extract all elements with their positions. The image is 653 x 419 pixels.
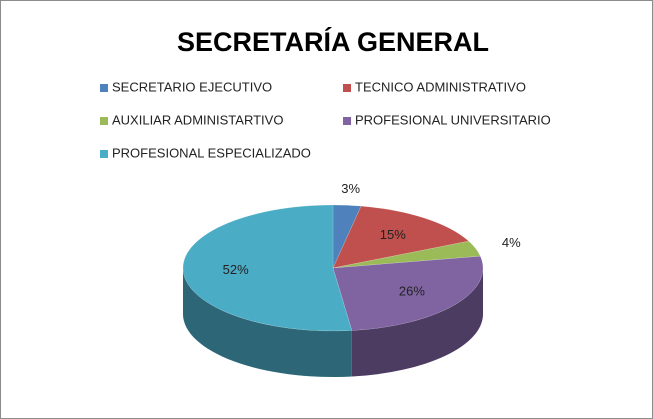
slice-side [351,268,483,377]
legend-swatch [343,117,351,125]
legend-label: PROFESIONAL UNIVERSITARIO [355,112,551,127]
slice-side-shade [183,268,352,377]
legend-swatch [100,117,108,125]
slice-side-shade [351,268,483,377]
legend-swatch [100,84,108,92]
legend-label: TECNICO ADMINISTRATIVO [355,79,526,94]
data-label: 4% [502,235,521,250]
slice [332,204,362,269]
slice [332,240,481,269]
legend-label: AUXILIAR ADMINISTARTIVO [112,112,283,127]
data-label: 3% [341,181,360,196]
data-label: 52% [223,262,249,277]
data-label: 26% [399,284,425,299]
slice-side [183,268,352,377]
legend-swatch [100,150,108,158]
legend-label: SECRETARIO EJECUTIVO [112,79,272,94]
slice [182,204,353,332]
slice [332,255,484,331]
chart-title: SECRETARÍA GENERAL [177,26,489,57]
legend-label: PROFESIONAL ESPECIALIZADO [112,145,311,160]
data-label: 15% [380,227,406,242]
slice [332,205,470,269]
legend-swatch [343,84,351,92]
